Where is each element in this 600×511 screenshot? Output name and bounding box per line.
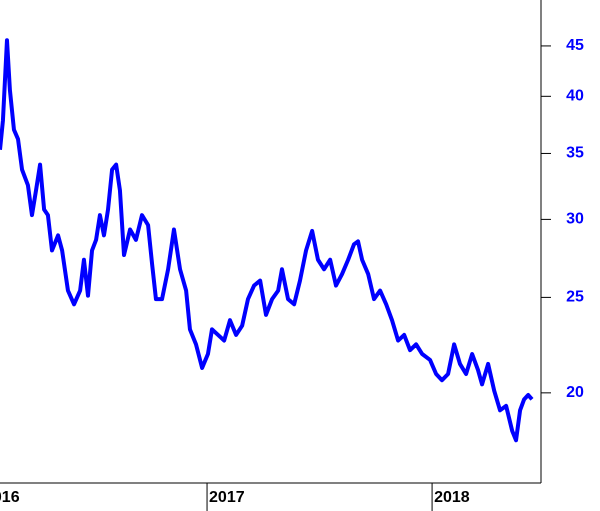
- y-tick-label: 25: [566, 289, 584, 306]
- y-tick-label: 45: [566, 37, 584, 54]
- price-line: [0, 38, 534, 443]
- y-tick-label: 20: [566, 384, 584, 401]
- y-tick-label: 30: [566, 211, 584, 228]
- x-tick-label: 2017: [209, 489, 245, 506]
- x-tick-label: 2016: [0, 489, 20, 506]
- y-tick-label: 35: [566, 145, 584, 162]
- y-tick-label: 40: [566, 88, 584, 105]
- x-tick-label: 2018: [434, 489, 470, 506]
